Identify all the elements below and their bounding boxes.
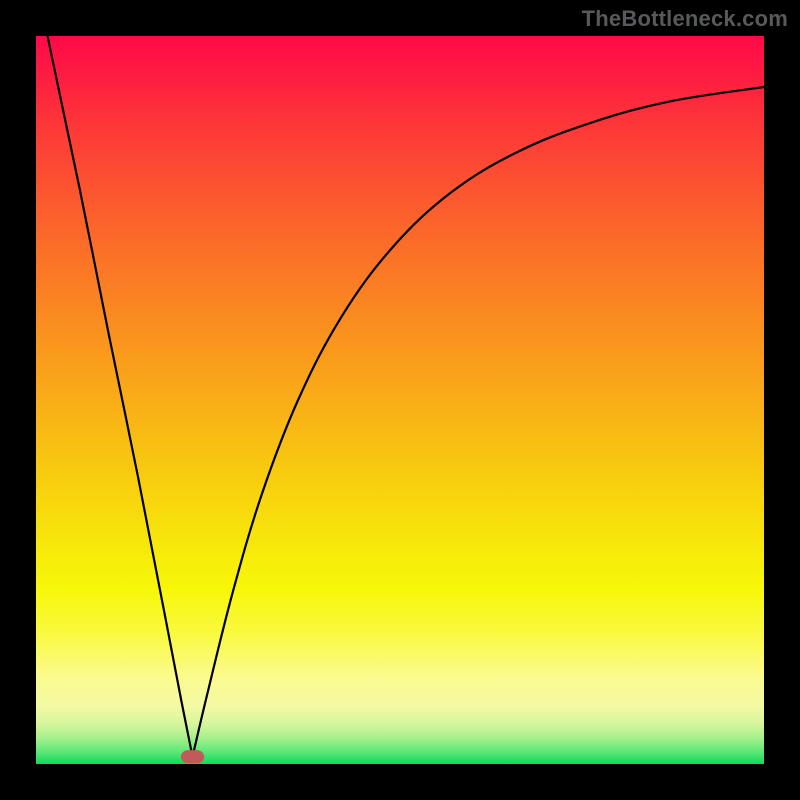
chart-container: TheBottleneck.com bbox=[0, 0, 800, 800]
vertex-marker bbox=[181, 750, 204, 763]
watermark-text: TheBottleneck.com bbox=[582, 6, 788, 32]
curve-left-branch bbox=[36, 36, 193, 757]
bottleneck-curve bbox=[36, 36, 764, 764]
curve-right-branch bbox=[193, 87, 764, 757]
plot-area bbox=[36, 36, 764, 764]
